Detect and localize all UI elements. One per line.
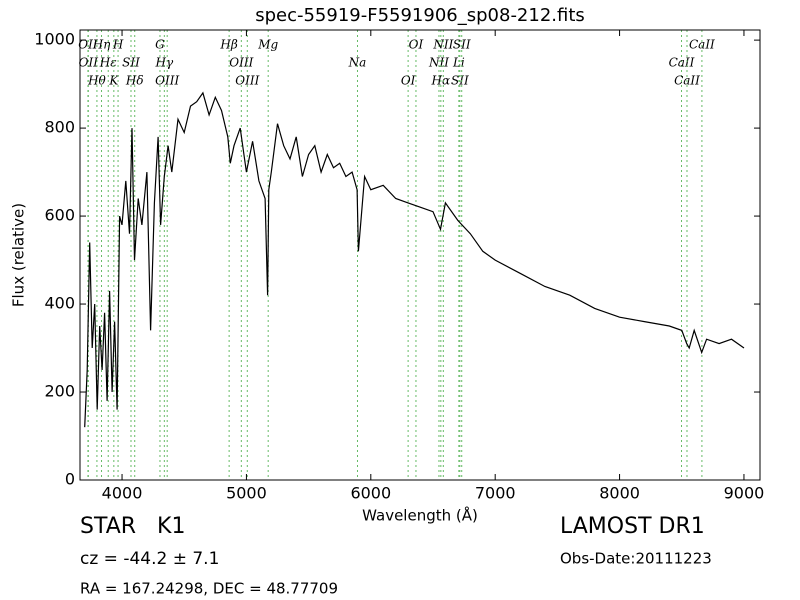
x-tick-label: 9000 <box>724 484 765 503</box>
coords-label: RA = 167.24298, DEC = 48.77709 <box>80 580 338 598</box>
spectral-line-label: OIII <box>229 56 253 70</box>
spectral-line-label: Hα <box>431 74 451 88</box>
chart-title: spec-55919-F5591906_sp08-212.fits <box>255 5 585 26</box>
spectral-line-label: CaII <box>689 38 715 52</box>
spectral-line-label: Mg <box>257 38 278 52</box>
spectral-line-label: OII <box>79 56 99 70</box>
spectral-line-label: OII <box>78 38 98 52</box>
spectral-line-label: CaII <box>669 56 695 70</box>
survey-label: LAMOST DR1 <box>560 514 705 539</box>
y-tick-label: 400 <box>44 294 75 313</box>
x-axis-label: Wavelength (Å) <box>362 506 478 525</box>
spectral-line-label: OIII <box>235 74 259 88</box>
spectral-line-label: SII <box>451 74 469 88</box>
y-tick-label: 1000 <box>34 30 75 49</box>
spectral-line-label: OI <box>409 38 424 52</box>
y-tick-label: 800 <box>44 118 75 137</box>
spectral-line-label: NII <box>432 38 453 52</box>
spectral-line-label: SII <box>122 56 140 70</box>
x-tick-label: 8000 <box>599 484 640 503</box>
spectral-line-label: Hγ <box>155 56 174 70</box>
spectral-line-label: NII <box>428 56 449 70</box>
spectral-line-label: Hε <box>99 56 117 70</box>
x-tick-label: 5000 <box>226 484 267 503</box>
spectral-line-label: Hβ <box>219 38 237 52</box>
spectral-line-label: Hδ <box>125 74 144 88</box>
x-tick-label: 6000 <box>350 484 391 503</box>
spectral-line-label: Hθ <box>87 74 106 88</box>
plot-frame <box>79 29 761 481</box>
spectral-line-label: Na <box>348 56 367 70</box>
spectrum-line <box>84 91 745 428</box>
date-label: Obs-Date:20111223 <box>560 550 712 568</box>
spectral-line-label: G <box>155 38 165 52</box>
spectral-line-label: Li <box>452 56 465 70</box>
x-tick-label: 7000 <box>475 484 516 503</box>
spectral-line-label: SII <box>453 38 471 52</box>
x-tick-label: 4000 <box>102 484 143 503</box>
cz-label: cz = -44.2 ± 7.1 <box>80 549 219 569</box>
spectral-line-label: OIII <box>155 74 179 88</box>
spectral-line-label: OI <box>401 74 416 88</box>
y-axis-label: Flux (relative) <box>10 203 28 307</box>
spectral-line-label: K <box>108 74 119 88</box>
y-tick-label: 0 <box>65 470 75 489</box>
spectral-line-label: Hη <box>92 38 111 52</box>
y-tick-label: 200 <box>44 382 75 401</box>
spectral-line-label: CaII <box>674 74 700 88</box>
y-tick-label: 600 <box>44 206 75 225</box>
spectral-line-label: H <box>112 38 124 52</box>
class-label: STAR K1 <box>80 514 185 539</box>
